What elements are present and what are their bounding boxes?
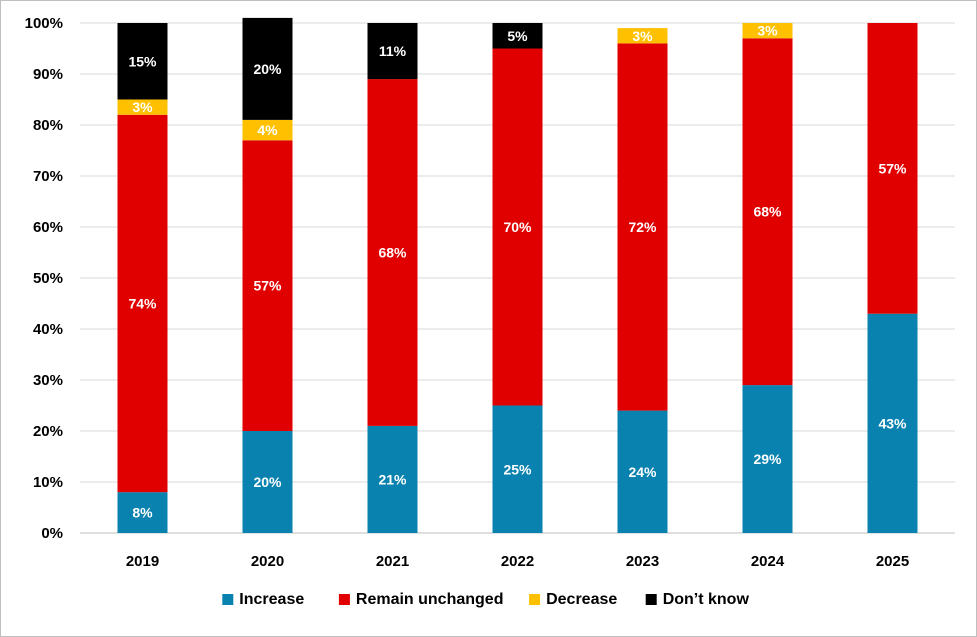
data-label: 68% xyxy=(378,245,407,261)
data-label: 20% xyxy=(253,61,282,77)
x-tick-label: 2021 xyxy=(376,553,409,570)
legend-swatch xyxy=(645,594,657,605)
y-tick-label: 10% xyxy=(33,474,63,491)
bar-segment xyxy=(367,23,418,80)
data-label: 70% xyxy=(503,219,532,235)
bar-segment xyxy=(242,17,293,120)
data-label: 3% xyxy=(132,99,153,115)
data-label: 72% xyxy=(628,219,657,235)
bars: 8% 74% 3% 15% 20% 57% 4% 20% 21% 68% 11% 25% 70% 5% 24… xyxy=(117,17,918,533)
data-label: 29% xyxy=(753,451,782,467)
x-tick-label: 2022 xyxy=(501,553,534,570)
bar-segment xyxy=(742,38,793,386)
data-label: 3% xyxy=(757,23,778,39)
bar-segment xyxy=(367,425,418,533)
data-label: 4% xyxy=(257,122,278,138)
data-label: 20% xyxy=(253,474,282,490)
data-label: 25% xyxy=(503,461,532,477)
legend: Increase Remain unchanged Decrease Don’t kn… xyxy=(222,591,749,608)
data-label: 24% xyxy=(628,464,657,480)
bar-segment xyxy=(867,23,918,314)
bar-segment xyxy=(617,410,668,533)
y-tick-label: 20% xyxy=(33,423,63,440)
data-label: 74% xyxy=(128,296,157,312)
bar-segment xyxy=(742,385,793,533)
bar-segment xyxy=(617,43,668,411)
y-tick-label: 40% xyxy=(33,321,63,338)
x-tick-label: 2020 xyxy=(251,553,284,570)
y-tick-label: 60% xyxy=(33,219,63,236)
legend-entry: Increase xyxy=(239,591,304,608)
legend-entry: Don’t know xyxy=(663,591,750,608)
bar-segment xyxy=(117,23,168,100)
bar-segment xyxy=(492,23,543,49)
bar-segment xyxy=(242,140,293,432)
y-tick-label: 80% xyxy=(33,117,63,134)
y-tick-label: 90% xyxy=(33,66,63,83)
y-tick-label: 100% xyxy=(25,15,63,32)
x-tick-label: 2023 xyxy=(626,553,659,570)
data-label: 15% xyxy=(128,53,157,69)
data-label: 3% xyxy=(632,28,653,44)
bar-segment xyxy=(117,114,168,493)
legend-entry: Remain unchanged xyxy=(356,591,504,608)
x-tick-label: 2019 xyxy=(126,553,159,570)
x-axis-ticks: 2019 2020 2021 2022 2023 2024 2025 xyxy=(126,553,909,570)
bar-segment xyxy=(742,23,793,39)
y-tick-label: 0% xyxy=(41,525,63,542)
data-label: 57% xyxy=(253,278,282,294)
data-label: 57% xyxy=(878,160,907,176)
y-tick-label: 70% xyxy=(33,168,63,185)
bar-segment xyxy=(867,313,918,533)
bar-segment xyxy=(242,119,293,141)
bar-segment xyxy=(492,405,543,533)
y-tick-label: 30% xyxy=(33,372,63,389)
bar-segment xyxy=(117,99,168,115)
data-label: 5% xyxy=(507,28,528,44)
bar-segment xyxy=(617,28,668,44)
x-tick-label: 2024 xyxy=(751,553,785,570)
legend-swatch xyxy=(222,594,234,605)
bar-segment xyxy=(492,48,543,406)
y-axis-ticks: 0% 10% 20% 30% 40% 50% 60% 70% 80% 90% 100% xyxy=(25,15,63,542)
legend-swatch xyxy=(338,594,350,605)
data-label: 8% xyxy=(132,505,153,521)
y-tick-label: 50% xyxy=(33,270,63,287)
legend-swatch xyxy=(529,594,541,605)
x-tick-label: 2025 xyxy=(876,553,909,570)
data-label: 68% xyxy=(753,204,782,220)
data-label: 43% xyxy=(878,415,907,431)
data-label: 21% xyxy=(378,471,407,487)
legend-entry: Decrease xyxy=(546,591,617,608)
bar-segment xyxy=(367,79,418,426)
data-label: 11% xyxy=(379,43,407,59)
bar-segment xyxy=(242,431,293,533)
bar-segment xyxy=(117,492,168,533)
